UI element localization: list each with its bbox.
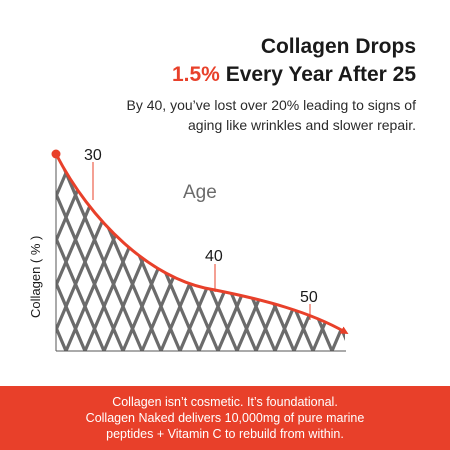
hatch-line-forward [292, 154, 345, 351]
subtitle-line1: By 40, you’ve lost over 20% leading to s… [126, 97, 416, 113]
hatch-line-forward [56, 154, 82, 351]
footer-line2: Collagen Naked delivers 10,000mg of pure… [85, 411, 365, 425]
hatch-line-back [56, 154, 125, 351]
hatch-line-back [0, 140, 9, 351]
hatch-line-back [56, 154, 106, 351]
hatch-line-forward [0, 140, 4, 351]
headline-line1: Collagen Drops [260, 35, 416, 58]
annotation-30: 30 [84, 147, 102, 164]
collagen-curve [54, 153, 349, 334]
hatch-line-forward [351, 140, 441, 351]
annotation-40: 40 [205, 248, 223, 265]
chart-title: Age [183, 182, 217, 203]
footer-line1: Collagen isn’t cosmetic. It’s foundation… [112, 395, 338, 409]
curve-start-dot [51, 149, 61, 159]
hatch-line-forward [0, 140, 23, 351]
hatch-line-forward [311, 154, 345, 351]
collagen-chart: 30 40 50 Age Collagen ( % ) [0, 140, 441, 352]
footer-banner: Collagen isn’t cosmetic. It’s foundation… [0, 386, 450, 450]
headline: Collagen Drops 1.5% Every Year After 25 [172, 33, 416, 89]
footer-line3: peptides + Vitamin C to rebuild from wit… [106, 427, 344, 441]
headline-accent: 1.5% [171, 63, 220, 86]
headline-line2: 1.5% Every Year After 25 [172, 61, 416, 89]
hatch-line-forward [56, 154, 101, 351]
hatch-line-back [56, 154, 87, 351]
headline-line2-rest: Every Year After 25 [219, 63, 416, 86]
y-axis-label: Collagen ( % ) [28, 236, 43, 318]
subtitle-line2: aging like wrinkles and slower repair. [188, 117, 416, 133]
annotation-50: 50 [300, 289, 318, 306]
hatch-line-forward [330, 154, 345, 351]
subtitle: By 40, you’ve lost over 20% leading to s… [56, 95, 416, 135]
hatch-line-back [0, 140, 28, 351]
